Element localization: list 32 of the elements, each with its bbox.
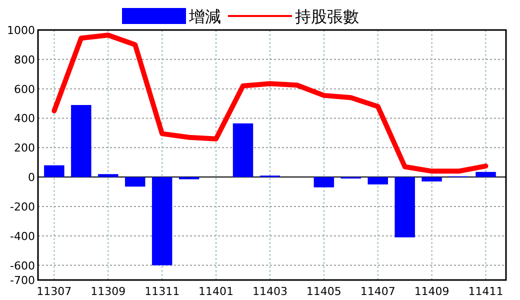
bar: [71, 105, 92, 178]
y-tick-label: -600: [10, 259, 35, 272]
x-tick-label: 11407: [360, 285, 396, 298]
y-tick-label: -400: [10, 230, 35, 243]
bar: [422, 177, 442, 182]
x-tick-label: 11401: [198, 285, 234, 298]
legend-label: 持股張數: [295, 7, 359, 26]
x-tick-label: 11403: [252, 285, 288, 298]
bar: [98, 174, 118, 178]
bar: [394, 177, 415, 238]
legend-label: 增減: [188, 7, 221, 26]
x-tick-label: 11409: [414, 285, 450, 298]
bar: [152, 177, 172, 266]
bar: [124, 177, 146, 187]
x-tick-label: 11309: [90, 285, 126, 298]
y-tick-label: 600: [14, 82, 35, 96]
y-tick-label: -700: [10, 274, 35, 287]
x-tick-label: 11311: [144, 285, 180, 298]
y-tick-label: -200: [10, 200, 35, 214]
bar: [44, 165, 64, 178]
x-tick-label: 11411: [468, 285, 504, 298]
bar: [232, 123, 254, 178]
y-tick-label: 800: [14, 53, 35, 66]
bar: [368, 177, 388, 184]
y-tick-label: 400: [14, 112, 35, 126]
x-tick-label: 11405: [306, 285, 342, 298]
y-tick-label: 200: [14, 142, 35, 155]
bar: [476, 172, 496, 178]
bar: [314, 177, 334, 188]
y-tick-label: 1000: [7, 24, 35, 37]
x-tick-label: 11307: [36, 285, 72, 298]
y-tick-label: 0: [28, 171, 35, 184]
